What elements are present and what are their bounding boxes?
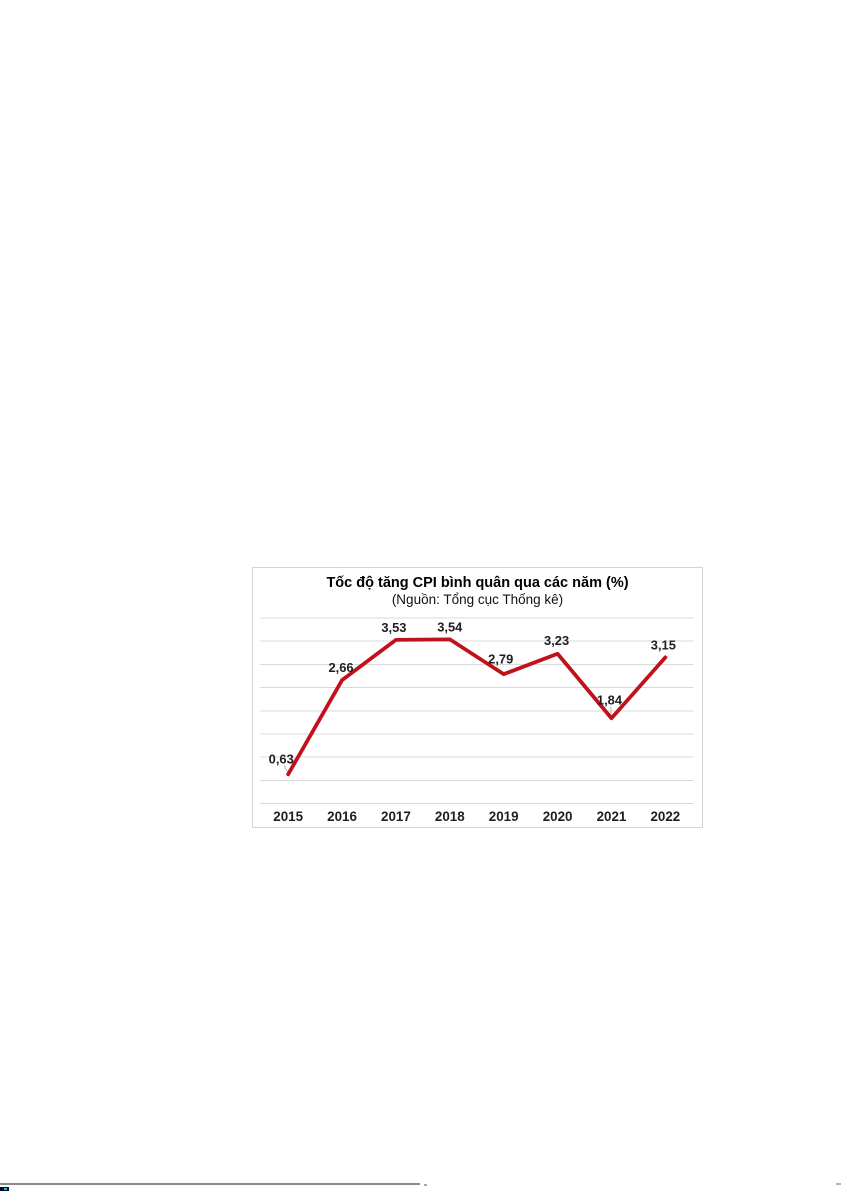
cropped-bottom-rule — [0, 1183, 420, 1185]
svg-text:1,84: 1,84 — [597, 692, 623, 707]
cpi-line-plot: 0,63 2,66 3,53 3,54 2,79 3,23 1,84 3,15 2015 2016… — [260, 617, 694, 824]
svg-text:2,66: 2,66 — [329, 660, 354, 675]
svg-text:2016: 2016 — [327, 809, 357, 824]
svg-text:2020: 2020 — [543, 809, 573, 824]
right-edge-speck — [836, 1183, 841, 1185]
svg-text:2017: 2017 — [381, 809, 411, 824]
svg-text:2015: 2015 — [273, 809, 303, 824]
chart-source-subtitle: (Nguồn: Tổng cục Thống kê) — [391, 592, 564, 607]
svg-text:3,54: 3,54 — [437, 619, 463, 634]
svg-text:3,53: 3,53 — [381, 620, 406, 635]
bottom-rule-dash — [424, 1184, 427, 1186]
corner-mark-accent — [4, 1188, 7, 1190]
cropped-corner-mark — [0, 1187, 9, 1191]
chart-title: Tốc độ tăng CPI bình quân qua các năm (%… — [326, 575, 629, 591]
svg-text:3,23: 3,23 — [544, 633, 569, 648]
svg-text:2018: 2018 — [435, 809, 465, 824]
svg-text:2021: 2021 — [597, 809, 627, 824]
svg-text:3,15: 3,15 — [651, 637, 676, 652]
svg-text:2022: 2022 — [650, 809, 680, 824]
svg-text:2019: 2019 — [489, 809, 519, 824]
svg-text:0,63: 0,63 — [269, 751, 294, 766]
svg-text:2,79: 2,79 — [488, 651, 513, 666]
cpi-line-chart-card: Tốc độ tăng CPI bình quân qua các năm (%… — [252, 567, 703, 828]
